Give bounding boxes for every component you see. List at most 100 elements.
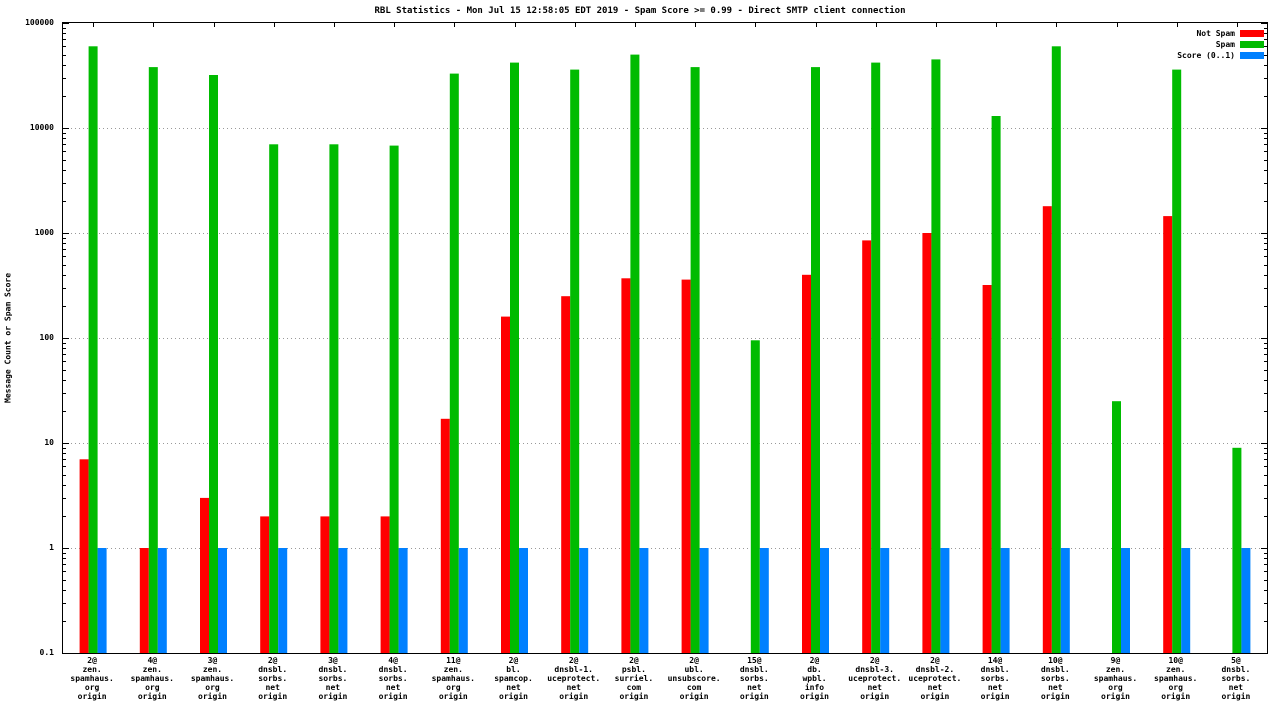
x-axis-ticks: 2@ zen. spamhaus. org origin 4@ zen. spamhaus. o… — [62, 656, 1268, 716]
x-tick-label: 2@ dnsbl-2. uceprotect. net origin — [908, 656, 962, 701]
bar — [320, 516, 330, 653]
y-tick-label: 1000 — [34, 228, 54, 237]
bar — [449, 73, 459, 653]
x-tick-label: 10@ dnsbl. sorbs. net origin — [1040, 656, 1070, 701]
bar — [519, 548, 528, 653]
bar — [139, 548, 149, 653]
y-tick-label: 10000 — [29, 123, 54, 132]
bar — [940, 548, 950, 653]
bar — [1112, 401, 1121, 653]
x-tick-label: 2@ psbl. surriel. com origin — [614, 656, 654, 701]
x-tick-label: 4@ dnsbl. sorbs. net origin — [378, 656, 408, 701]
y-tick-label: 100000 — [25, 18, 54, 27]
x-tick-label: 2@ dnsbl. sorbs. net origin — [258, 656, 288, 701]
bar — [690, 67, 700, 653]
x-tick-label: 2@ bl. spamcop. net origin — [494, 656, 533, 701]
legend-swatch-not-spam — [1240, 29, 1264, 37]
bar — [639, 548, 649, 653]
bar — [561, 296, 571, 653]
legend-swatch-score — [1240, 51, 1264, 59]
bar — [88, 46, 98, 653]
bar — [200, 497, 209, 653]
bar — [338, 548, 348, 653]
bar — [750, 340, 760, 653]
x-tick-label: 2@ dnsbl-3. uceprotect. net origin — [848, 656, 902, 701]
legend-label-score: Score (0..1) — [1177, 50, 1235, 60]
bar — [209, 75, 218, 653]
legend-swatch-spam — [1240, 40, 1264, 48]
bar — [579, 548, 589, 653]
bar — [458, 548, 468, 653]
plot-canvas — [63, 23, 1267, 653]
bar — [329, 144, 339, 653]
legend: Not Spam Spam Score (0..1) — [1177, 28, 1264, 61]
bar — [1232, 447, 1242, 653]
legend-label-spam: Spam — [1215, 39, 1235, 49]
bar — [440, 418, 450, 653]
x-tick-label: 2@ db. wpbl. info origin — [800, 656, 829, 701]
bar — [1172, 69, 1182, 653]
bar — [79, 459, 89, 653]
bar — [991, 116, 1001, 653]
bar — [862, 240, 872, 653]
x-tick-label: 10@ zen. spamhaus. org origin — [1154, 656, 1198, 701]
legend-item-not-spam: Not Spam — [1177, 28, 1264, 38]
x-tick-label: 3@ zen. spamhaus. org origin — [190, 656, 235, 701]
legend-label-not-spam: Not Spam — [1196, 28, 1235, 38]
y-tick-label: 10 — [44, 438, 54, 447]
chart-title: RBL Statistics - Mon Jul 15 12:58:05 EDT… — [374, 6, 906, 16]
bar — [389, 145, 399, 653]
bar — [501, 316, 510, 653]
x-tick-label: 5@ dnsbl. sorbs. net origin — [1221, 656, 1251, 701]
bar — [269, 144, 279, 653]
bar — [97, 548, 107, 653]
bar — [148, 67, 158, 653]
bar — [510, 62, 519, 653]
bar — [1181, 548, 1191, 653]
bar — [398, 548, 408, 653]
legend-item-spam: Spam — [1177, 39, 1264, 49]
bar — [802, 274, 811, 653]
bar — [621, 278, 631, 653]
bar — [820, 548, 829, 653]
bar — [570, 69, 580, 653]
bar — [1060, 548, 1070, 653]
bar — [278, 548, 288, 653]
bar — [681, 279, 691, 653]
legend-item-score: Score (0..1) — [1177, 50, 1264, 60]
bar — [982, 285, 992, 653]
x-tick-label: 4@ zen. spamhaus. org origin — [130, 656, 174, 701]
plot-area — [62, 22, 1268, 654]
bar — [699, 548, 709, 653]
bar — [1121, 548, 1130, 653]
bar — [157, 548, 167, 653]
y-tick-label: 100 — [39, 333, 54, 342]
y-axis-ticks: 100000 10000 1000 100 10 1 0.1 — [0, 18, 58, 657]
bar — [759, 548, 769, 653]
bar — [380, 516, 390, 653]
bar — [1000, 548, 1010, 653]
bar — [922, 233, 932, 653]
x-tick-label: 2@ dnsbl-1. uceprotect. net origin — [547, 656, 601, 701]
bar — [880, 548, 890, 653]
bar — [630, 54, 640, 653]
bar — [260, 516, 270, 653]
bar — [871, 62, 881, 653]
y-tick-label: 0.1 — [39, 648, 54, 657]
x-tick-label: 9@ zen. spamhaus. org origin — [1093, 656, 1138, 701]
bar — [218, 548, 227, 653]
bar — [811, 67, 820, 653]
bar — [1042, 206, 1052, 653]
x-tick-label: 14@ dnsbl. sorbs. net origin — [980, 656, 1010, 701]
x-tick-label: 2@ zen. spamhaus. org origin — [70, 656, 114, 701]
bar — [1051, 46, 1061, 653]
bar — [931, 59, 941, 653]
x-tick-label: 11@ zen. spamhaus. org origin — [431, 656, 475, 701]
x-tick-label: 3@ dnsbl. sorbs. net origin — [318, 656, 348, 701]
bar — [1241, 548, 1251, 653]
x-tick-label: 15@ dnsbl. sorbs. net origin — [739, 656, 769, 701]
bar — [1163, 216, 1173, 653]
y-tick-label: 1 — [49, 543, 54, 552]
x-tick-label: 2@ ubl. unsubscore. com origin — [667, 656, 721, 701]
